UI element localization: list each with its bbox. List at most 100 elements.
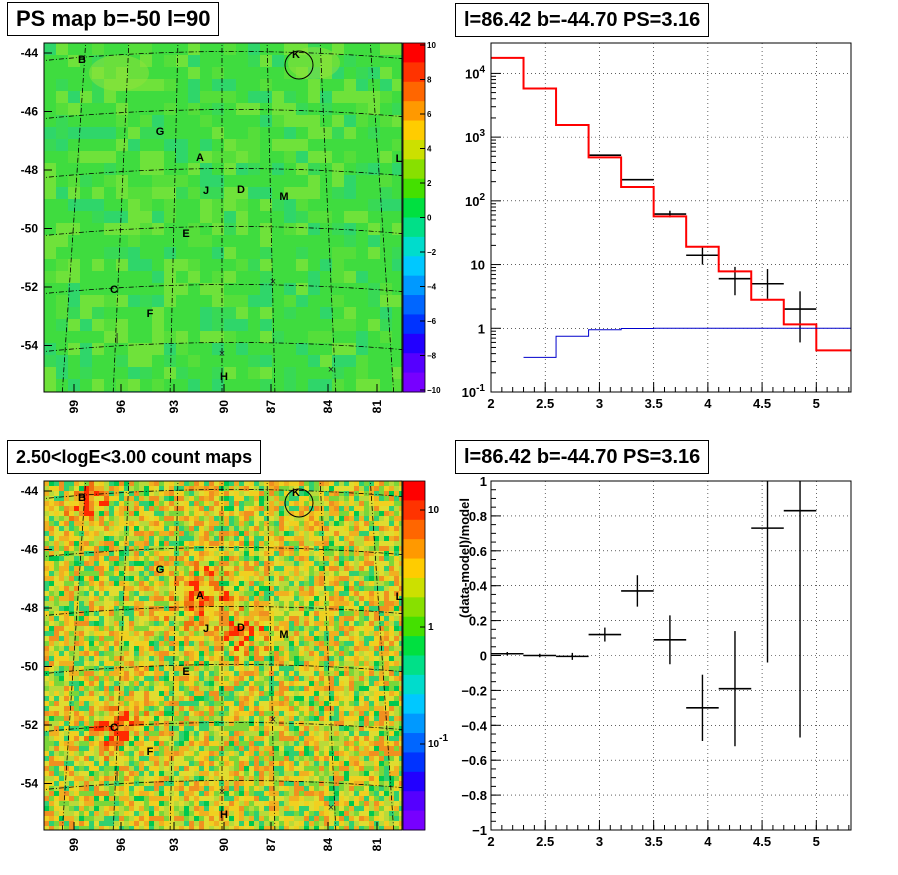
count-map-cell: [184, 526, 189, 531]
count-map-cell: [79, 676, 84, 681]
count-map-cell: [129, 491, 134, 496]
count-map-cell: [69, 781, 74, 786]
count-map-cell: [219, 481, 224, 486]
count-map-cell: [59, 546, 64, 551]
count-map-cell: [374, 636, 379, 641]
count-map-cell: [149, 686, 154, 691]
count-map-cell: [69, 481, 74, 486]
source-marker: ×: [270, 276, 276, 288]
ps-map-cell: [56, 187, 68, 199]
count-map-cell: [329, 591, 334, 596]
count-map-cell: [49, 646, 54, 651]
count-map-cell: [194, 481, 199, 486]
count-map-cell: [74, 746, 79, 751]
count-map-cell: [109, 496, 114, 501]
ps-map-cell: [332, 271, 344, 283]
count-map-cell: [219, 486, 224, 491]
ps-map-cell: [296, 343, 308, 355]
ps-map-cell: [212, 187, 224, 199]
count-map-cell: [274, 646, 279, 651]
ps-map-cell: [188, 391, 200, 392]
count-map-cell: [199, 576, 204, 581]
count-map-cell: [399, 536, 402, 541]
count-map-cell: [369, 691, 374, 696]
count-map-cell: [214, 531, 219, 536]
count-map-cell: [394, 586, 399, 591]
count-map-cell: [219, 751, 224, 756]
ps-map-cell: [92, 307, 104, 319]
count-map-cell: [284, 751, 289, 756]
ps-map-cell: [200, 91, 212, 103]
count-map-cell: [379, 731, 384, 736]
count-map-cell: [244, 676, 249, 681]
count-map-cell: [59, 481, 64, 486]
count-map-cell: [149, 671, 154, 676]
count-map-cell: [64, 646, 69, 651]
count-map-cell: [379, 781, 384, 786]
count-map-cell: [254, 606, 259, 611]
count-map-cell: [234, 571, 239, 576]
count-map-cell: [114, 586, 119, 591]
count-map-cell: [194, 571, 199, 576]
count-map-cell: [294, 756, 299, 761]
count-map-cell: [334, 731, 339, 736]
count-map-cell: [234, 726, 239, 731]
count-map-cell: [384, 601, 389, 606]
count-map-cell: [159, 676, 164, 681]
count-map-cell: [129, 646, 134, 651]
count-map-cell: [94, 526, 99, 531]
count-map-cell: [174, 521, 179, 526]
ps-map-cell: [188, 43, 200, 55]
count-map-cell: [154, 621, 159, 626]
count-map-cell: [304, 691, 309, 696]
count-map-cell: [259, 536, 264, 541]
count-map-cell: [104, 681, 109, 686]
count-map-cell: [224, 491, 229, 496]
count-map-cell: [324, 656, 329, 661]
count-map-cell: [324, 496, 329, 501]
count-map-cell: [114, 656, 119, 661]
count-map-cell: [304, 576, 309, 581]
ps-map-cell: [392, 223, 402, 235]
ps-map-cell: [164, 55, 176, 67]
ps-map-cell: [236, 391, 248, 392]
ps-map-cell: [332, 223, 344, 235]
count-map-cell: [269, 611, 274, 616]
count-map-cell: [329, 721, 334, 726]
count-map-cell: [234, 746, 239, 751]
count-map-cell: [394, 651, 399, 656]
count-map-cell: [99, 626, 104, 631]
ps-map-cell: [392, 115, 402, 127]
count-map-cell: [274, 731, 279, 736]
count-map-cell: [369, 716, 374, 721]
count-map-cell: [274, 771, 279, 776]
ps-map-cell: [380, 115, 392, 127]
count-map-cell: [384, 681, 389, 686]
count-map-cell: [89, 726, 94, 731]
count-map-cell: [144, 521, 149, 526]
count-map-cell: [294, 701, 299, 706]
count-map-cell: [154, 646, 159, 651]
count-map-cell: [149, 496, 154, 501]
count-map-cell: [139, 691, 144, 696]
count-map-cell: [309, 686, 314, 691]
count-map-cell: [244, 576, 249, 581]
count-map-cell: [139, 576, 144, 581]
count-map-cell: [119, 501, 124, 506]
count-map-cell: [264, 576, 269, 581]
count-map-cell: [339, 501, 344, 506]
count-map-cell: [344, 641, 349, 646]
count-map-cell: [169, 576, 174, 581]
count-map-cell: [354, 736, 359, 741]
count-map-cell: [104, 556, 109, 561]
count-map-cell: [259, 761, 264, 766]
count-map-cell: [379, 521, 384, 526]
count-map-cell: [134, 526, 139, 531]
count-map-cell: [124, 641, 129, 646]
count-map-cell: [199, 496, 204, 501]
count-map-cell: [259, 556, 264, 561]
count-map-cell: [174, 781, 179, 786]
ps-map-cell: [380, 91, 392, 103]
count-map-cell: [54, 596, 59, 601]
count-map-cell: [379, 481, 384, 486]
